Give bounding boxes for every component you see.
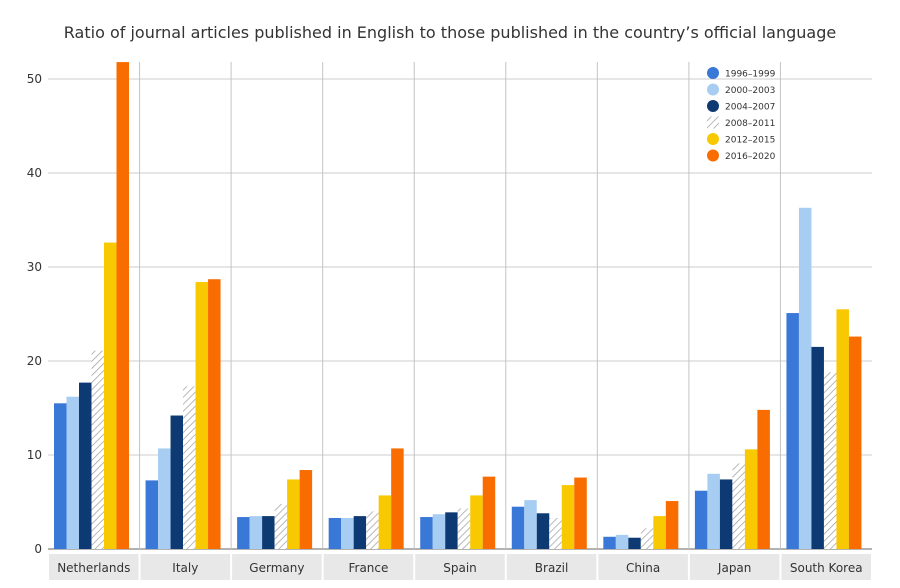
bar-france-1 xyxy=(328,517,342,549)
bar-germany-5 xyxy=(287,479,300,549)
y-tick-label: 30 xyxy=(27,260,42,274)
bar-south-korea-4 xyxy=(823,372,837,549)
bar-netherlands-4 xyxy=(91,350,104,549)
bar-italy-5 xyxy=(195,282,209,549)
x-label-box xyxy=(140,554,231,580)
legend-swatch xyxy=(707,133,719,145)
legend-label: 2000–2003 xyxy=(725,86,775,96)
chart-title: Ratio of journal articles published in E… xyxy=(64,23,836,42)
legend-label: 2016–2020 xyxy=(725,152,776,162)
bar-germany-6 xyxy=(299,470,313,549)
legend-label: 2008–2011 xyxy=(725,119,775,129)
bar-south-korea-2 xyxy=(798,207,812,549)
y-tick-label: 10 xyxy=(27,448,42,462)
bar-germany-2 xyxy=(249,516,263,549)
x-label-box xyxy=(323,554,414,580)
bar-brazil-3 xyxy=(536,513,550,549)
bar-spain-1 xyxy=(420,517,433,549)
bar-south-korea-5 xyxy=(836,309,849,549)
legend-swatch xyxy=(707,149,719,162)
bar-france-5 xyxy=(378,495,392,549)
bar-germany-4 xyxy=(274,503,288,549)
x-label-box xyxy=(598,554,688,580)
bar-china-2 xyxy=(615,534,629,549)
x-label-box xyxy=(689,554,780,580)
bar-netherlands-6 xyxy=(116,62,129,550)
legend-swatch xyxy=(707,83,719,96)
x-tick-label: Germany xyxy=(249,561,304,575)
bar-brazil-5 xyxy=(561,485,575,549)
x-tick-label: Spain xyxy=(443,561,477,575)
bar-netherlands-1 xyxy=(54,403,67,549)
x-label-box xyxy=(506,554,597,580)
bar-china-1 xyxy=(603,536,616,549)
legend-label: 1996–1999 xyxy=(725,70,776,80)
legend-swatch xyxy=(707,116,719,129)
bar-france-2 xyxy=(341,517,354,549)
bar-brazil-2 xyxy=(524,500,537,549)
bar-netherlands-2 xyxy=(66,396,79,549)
bar-netherlands-3 xyxy=(79,382,92,549)
x-tick-label: Italy xyxy=(172,561,198,575)
bar-china-6 xyxy=(665,501,679,549)
bar-italy-3 xyxy=(170,415,184,549)
legend: 1996–1999 2000–2003 2004–2007 2008–2011 2012… xyxy=(707,67,776,162)
bar-japan-4 xyxy=(732,463,745,549)
x-tick-label: Netherlands xyxy=(57,561,130,575)
y-tick-label: 40 xyxy=(27,166,42,180)
x-label-box xyxy=(415,554,505,580)
bar-china-4 xyxy=(640,528,654,549)
bars xyxy=(54,62,862,550)
x-tick-label: Brazil xyxy=(535,561,569,575)
bar-china-5 xyxy=(653,516,666,549)
bar-netherlands-5 xyxy=(104,242,117,549)
bar-spain-4 xyxy=(457,508,471,549)
y-tick-label: 20 xyxy=(27,354,42,368)
bar-brazil-1 xyxy=(511,506,525,549)
bar-france-6 xyxy=(391,448,404,549)
bar-south-korea-3 xyxy=(811,346,824,549)
bar-spain-3 xyxy=(445,512,458,549)
bar-china-3 xyxy=(628,537,641,549)
legend-label: 2012–2015 xyxy=(725,136,775,146)
y-tick-label: 0 xyxy=(34,542,42,556)
x-tick-label: France xyxy=(348,561,388,575)
bar-japan-5 xyxy=(744,449,758,549)
bar-france-4 xyxy=(366,511,379,549)
x-tick-label: China xyxy=(626,561,660,575)
bar-japan-2 xyxy=(707,473,720,549)
legend-label: 2004–2007 xyxy=(725,103,775,113)
x-tick-label: South Korea xyxy=(790,561,863,575)
x-label-box xyxy=(232,554,322,580)
x-label-box xyxy=(781,554,871,580)
bar-brazil-4 xyxy=(549,517,562,549)
bar-france-3 xyxy=(353,516,367,549)
bar-japan-1 xyxy=(694,490,708,549)
legend-swatch xyxy=(707,100,719,112)
bar-italy-2 xyxy=(158,448,171,549)
bar-south-korea-1 xyxy=(786,313,799,549)
bar-japan-3 xyxy=(719,479,733,549)
bar-germany-1 xyxy=(237,517,250,549)
grid xyxy=(48,62,872,550)
bar-spain-2 xyxy=(432,514,446,549)
bar-italy-6 xyxy=(208,279,221,549)
x-label-box xyxy=(49,554,139,580)
bar-italy-1 xyxy=(145,480,159,549)
bar-japan-6 xyxy=(757,409,770,549)
bar-spain-6 xyxy=(482,476,496,549)
legend-swatch xyxy=(707,67,719,79)
y-axis: 0 10 20 30 40 50 xyxy=(27,72,42,556)
bar-italy-4 xyxy=(183,386,196,549)
x-axis: Netherlands Italy Germany France Spain Brazil… xyxy=(49,554,871,580)
bar-south-korea-6 xyxy=(848,336,862,549)
bar-spain-5 xyxy=(470,495,483,549)
y-tick-label: 50 xyxy=(27,72,42,86)
bar-brazil-6 xyxy=(574,477,587,549)
x-tick-label: Japan xyxy=(717,561,751,575)
bar-germany-3 xyxy=(262,516,275,549)
